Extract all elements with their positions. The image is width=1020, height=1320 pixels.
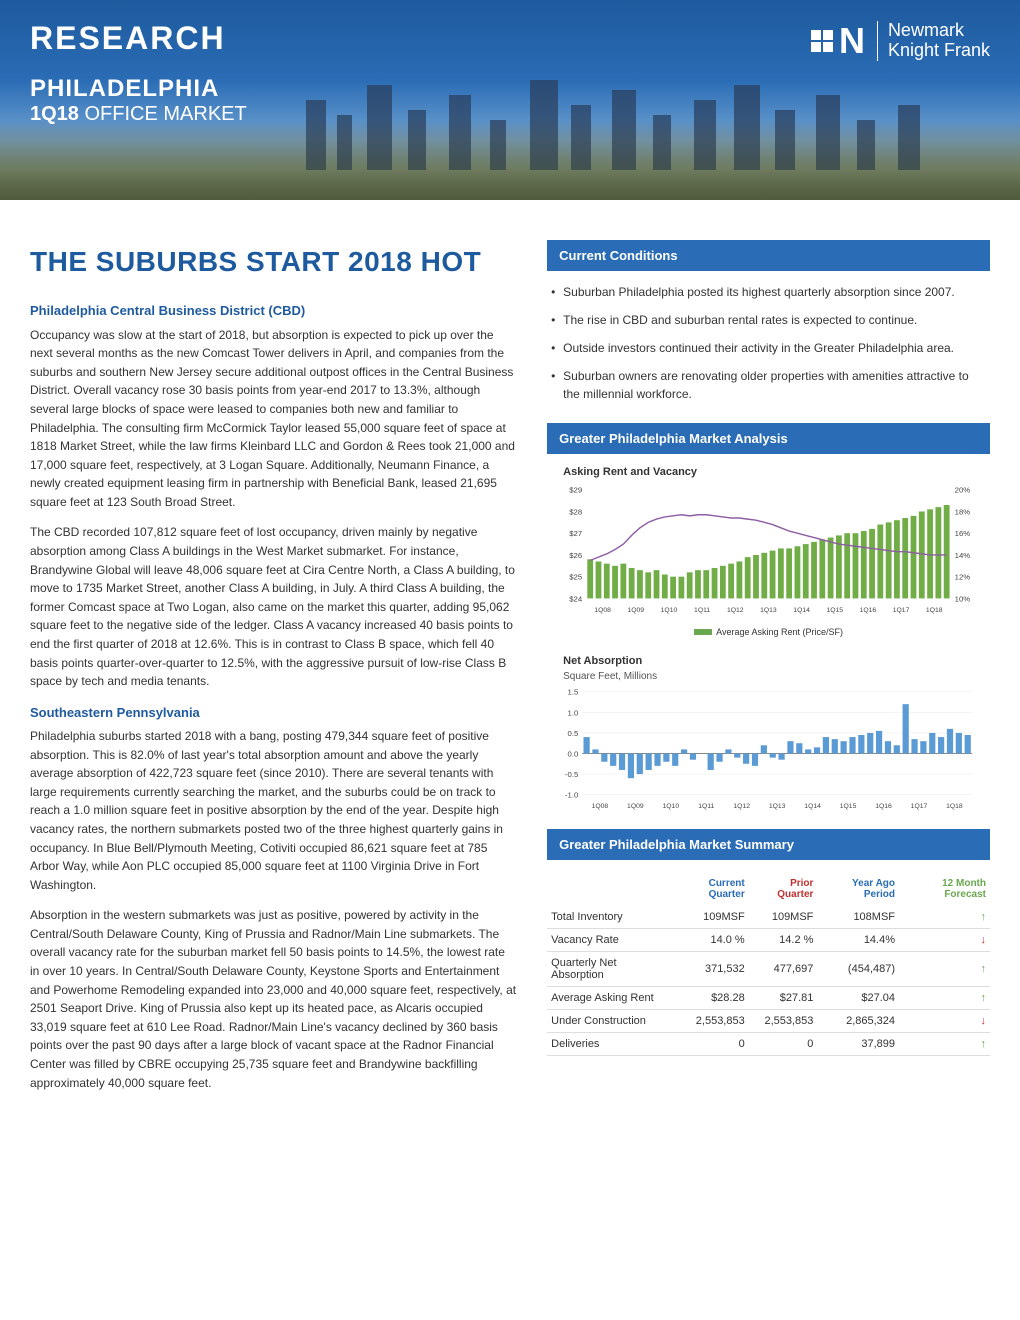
chart1-legend: Average Asking Rent (Price/SF) xyxy=(555,627,982,637)
summary-header: Greater Philadelphia Market Summary xyxy=(547,829,990,860)
cbd-subhead: Philadelphia Central Business District (… xyxy=(30,301,517,321)
hero-banner: RESEARCH PHILADELPHIA 1Q18 OFFICE MARKET… xyxy=(0,0,1020,200)
cbd-paragraph-2: The CBD recorded 107,812 square feet of … xyxy=(30,523,517,690)
svg-text:-1.0: -1.0 xyxy=(565,790,578,799)
svg-text:1Q12: 1Q12 xyxy=(727,607,744,614)
city-label: PHILADELPHIA xyxy=(30,75,247,103)
svg-text:1Q14: 1Q14 xyxy=(804,803,821,810)
svg-text:1.0: 1.0 xyxy=(568,708,579,717)
th-forecast: 12 Month Forecast xyxy=(899,872,990,906)
svg-text:12%: 12% xyxy=(955,573,971,582)
svg-text:1Q11: 1Q11 xyxy=(694,607,710,614)
svg-text:1Q17: 1Q17 xyxy=(893,607,910,614)
svg-text:1Q10: 1Q10 xyxy=(663,803,680,810)
svg-text:1Q18: 1Q18 xyxy=(926,607,943,614)
svg-text:$26: $26 xyxy=(569,551,582,560)
svg-text:10%: 10% xyxy=(955,594,971,603)
svg-text:$24: $24 xyxy=(569,594,583,603)
svg-text:-0.5: -0.5 xyxy=(565,770,578,779)
sepa-paragraph-1: Philadelphia suburbs started 2018 with a… xyxy=(30,727,517,894)
chart2-svg: -1.0 -0.5 0.0 0.5 1.0 1.5 1Q08 1Q09 1Q10 1Q11 1Q12… xyxy=(555,686,982,812)
condition-item: Outside investors continued their activi… xyxy=(551,339,986,357)
svg-text:1.5: 1.5 xyxy=(568,688,579,697)
th-current: Current Quarter xyxy=(669,872,749,906)
svg-text:1Q16: 1Q16 xyxy=(860,607,877,614)
svg-text:1Q08: 1Q08 xyxy=(594,607,611,614)
svg-text:1Q17: 1Q17 xyxy=(911,803,928,810)
conditions-list: Suburban Philadelphia posted its highest… xyxy=(547,283,990,423)
table-row: Quarterly Net Absorption371,532477,697(4… xyxy=(547,951,990,986)
main-article: THE SUBURBS START 2018 HOT Philadelphia … xyxy=(30,240,517,1104)
chart1-svg: $24 $25 $26 $27 $28 $29 10% 12% 14% 16% 18% 20% 1Q08… xyxy=(555,482,982,618)
svg-text:1Q15: 1Q15 xyxy=(840,803,857,810)
condition-item: The rise in CBD and suburban rental rate… xyxy=(551,311,986,329)
svg-text:$29: $29 xyxy=(569,486,582,495)
svg-text:1Q09: 1Q09 xyxy=(628,607,645,614)
svg-text:1Q12: 1Q12 xyxy=(734,803,751,810)
table-row: Deliveries0037,899↑ xyxy=(547,1032,990,1055)
cbd-paragraph-1: Occupancy was slow at the start of 2018,… xyxy=(30,326,517,512)
svg-text:$28: $28 xyxy=(569,507,582,516)
analysis-header: Greater Philadelphia Market Analysis xyxy=(547,423,990,454)
svg-text:16%: 16% xyxy=(955,529,971,538)
svg-text:1Q08: 1Q08 xyxy=(592,803,609,810)
svg-text:1Q09: 1Q09 xyxy=(627,803,644,810)
sepa-paragraph-2: Absorption in the western submarkets was… xyxy=(30,906,517,1092)
svg-text:$27: $27 xyxy=(569,529,582,538)
condition-item: Suburban Philadelphia posted its highest… xyxy=(551,283,986,301)
svg-text:1Q10: 1Q10 xyxy=(661,607,678,614)
period-label: 1Q18 OFFICE MARKET xyxy=(30,103,247,126)
svg-text:1Q13: 1Q13 xyxy=(760,607,777,614)
svg-text:0.0: 0.0 xyxy=(568,749,579,758)
table-row: Total Inventory109MSF109MSF108MSF↑ xyxy=(547,906,990,929)
table-row: Under Construction2,553,8532,553,8532,86… xyxy=(547,1009,990,1032)
table-row: Vacancy Rate14.0 %14.2 %14.4%↓ xyxy=(547,928,990,951)
svg-text:20%: 20% xyxy=(955,486,971,495)
svg-text:$25: $25 xyxy=(569,573,582,582)
svg-text:18%: 18% xyxy=(955,507,971,516)
th-prior: Prior Quarter xyxy=(749,872,818,906)
svg-text:1Q11: 1Q11 xyxy=(698,803,714,810)
absorption-chart: Net Absorption Square Feet, Millions -1.… xyxy=(547,655,990,829)
rent-vacancy-chart: Asking Rent and Vacancy $24$25$26$27$28$… xyxy=(547,466,990,649)
svg-text:0.5: 0.5 xyxy=(568,729,579,738)
th-year: Year Ago Period xyxy=(817,872,899,906)
conditions-header: Current Conditions xyxy=(547,240,990,271)
company-logo: N NewmarkKnight Frank xyxy=(811,20,990,62)
svg-text:1Q14: 1Q14 xyxy=(793,607,810,614)
table-row: Average Asking Rent$28.28$27.81$27.04↑ xyxy=(547,986,990,1009)
article-headline: THE SUBURBS START 2018 HOT xyxy=(30,240,517,283)
research-label: RESEARCH xyxy=(30,20,247,57)
svg-text:14%: 14% xyxy=(955,551,971,560)
svg-text:1Q13: 1Q13 xyxy=(769,803,786,810)
condition-item: Suburban owners are renovating older pro… xyxy=(551,367,986,403)
svg-text:1Q16: 1Q16 xyxy=(875,803,892,810)
sidebar: Current Conditions Suburban Philadelphia… xyxy=(547,240,990,1104)
summary-table: Current Quarter Prior Quarter Year Ago P… xyxy=(547,872,990,1056)
svg-text:1Q18: 1Q18 xyxy=(946,803,963,810)
svg-text:1Q15: 1Q15 xyxy=(827,607,844,614)
sepa-subhead: Southeastern Pennsylvania xyxy=(30,703,517,723)
